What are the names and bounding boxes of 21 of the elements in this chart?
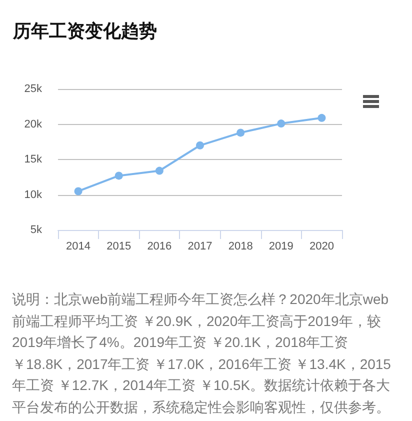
point xyxy=(318,114,326,122)
y-tick-label: 15k xyxy=(24,154,42,166)
x-tick-label: 2014 xyxy=(66,240,91,252)
x-tick-label: 2015 xyxy=(106,240,132,252)
y-tick-label: 5k xyxy=(30,224,42,236)
text: 说明：北京web前端工程师今年工资怎么样？2020年北京web前端工程师平均工资 ￥20.9K，2020年工资高于2019年，较2019年增长了4%。2019年工资 ￥20.1K，2018年工资￥18.8K，2017年工资 ￥17.0K，2016年工资 ￥13.4K，2015年工资 ￥12.7K，2014年工资 ￥10.5K。数据统计依赖于各大平台发布的公开数据，系统稳定性会影响客观性，仅供参考。 xyxy=(12,290,392,416)
x-tick-label: 2019 xyxy=(268,240,294,252)
x-tick-label: 2017 xyxy=(188,240,212,252)
point xyxy=(74,187,82,196)
x-tick-label: 2016 xyxy=(147,240,172,252)
x-tick-label: 2020 xyxy=(309,240,334,252)
x-tick-label: 2018 xyxy=(228,240,253,252)
point xyxy=(277,120,286,128)
y-tick-label: 25k xyxy=(24,83,42,95)
point xyxy=(236,128,245,137)
point xyxy=(155,166,164,175)
y-tick-label: 20k xyxy=(24,118,42,130)
y-tick-label: 10k xyxy=(24,188,42,201)
chart-title: 历年工资变化趋势 xyxy=(12,21,157,41)
point xyxy=(114,172,123,180)
point xyxy=(196,141,204,150)
